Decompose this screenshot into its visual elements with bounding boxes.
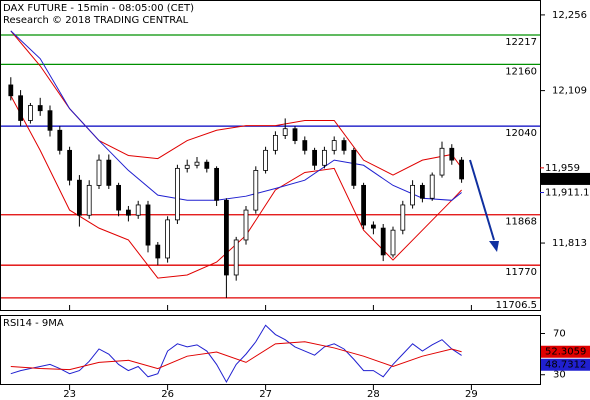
candle-body <box>106 159 112 186</box>
candle-body <box>223 199 229 276</box>
candle-body <box>204 161 210 169</box>
candle-body <box>419 184 425 199</box>
candle-body <box>410 184 416 206</box>
candle-body <box>18 95 24 121</box>
forecast-arrow <box>469 159 495 241</box>
candle-body <box>439 147 445 176</box>
level-label-bg <box>504 36 538 48</box>
last-value-box <box>541 172 590 185</box>
candle-body <box>135 204 141 216</box>
forecast-arrowhead <box>489 241 499 252</box>
y-tick-label: 12,109 <box>552 86 587 97</box>
candle-body <box>233 239 239 276</box>
level-label: 11868 <box>505 217 537 228</box>
candle-body <box>67 149 72 181</box>
rsi-line <box>10 324 462 383</box>
last-value-box <box>541 358 590 371</box>
candle-body <box>8 84 14 97</box>
last-value-label: 11,959 <box>545 163 580 174</box>
level-label-bg <box>504 128 538 140</box>
candle-body <box>253 170 259 211</box>
candle-body <box>27 105 33 121</box>
candle-body <box>400 204 406 231</box>
candle-body <box>145 204 151 246</box>
level-label: 11706.5 <box>496 300 537 311</box>
x-tick-label: 23 <box>63 389 76 400</box>
candle-body <box>272 135 278 151</box>
last-value-label: 11,937.5 <box>545 174 590 185</box>
rsi-frame <box>0 315 541 385</box>
candle-body <box>243 209 249 241</box>
x-tick-label: 29 <box>465 389 478 400</box>
candle-body <box>380 227 386 256</box>
candle-body <box>341 140 347 151</box>
y-tick-label: 12,256 <box>552 10 587 21</box>
candle-body <box>86 184 92 216</box>
candle-body <box>184 164 190 169</box>
candle-body <box>459 159 465 180</box>
candle-body <box>116 184 121 211</box>
candle-body <box>449 147 455 161</box>
chart-title: DAX FUTURE - 15min - 08:05:00 (CET) <box>3 3 194 14</box>
x-tick-label: 28 <box>367 389 380 400</box>
candle-body <box>194 161 200 166</box>
candle-body <box>57 129 63 151</box>
rsi-title: RSI14 - 9MA <box>3 318 64 329</box>
candle-body <box>37 105 43 112</box>
last-value-label: 52.3059 <box>545 347 586 358</box>
y-tick-label: 11,813 <box>552 238 587 249</box>
candle-body <box>292 128 298 141</box>
candle-body <box>331 140 337 151</box>
candle-body <box>174 167 180 221</box>
price-frame <box>0 0 541 311</box>
candle-body <box>390 229 396 256</box>
candle-body <box>302 140 308 151</box>
chart-subtitle: Research © 2018 TRADING CENTRAL <box>3 15 189 26</box>
level-label-bg <box>504 216 538 228</box>
overlay-line <box>10 30 462 201</box>
candle-body <box>361 184 367 226</box>
last-value-label: 11,911.1 <box>545 188 590 199</box>
rsi-line <box>10 341 462 371</box>
candle-body <box>77 179 82 216</box>
last-value-label: 48.7312 <box>545 360 586 371</box>
candle-body <box>126 209 131 216</box>
rsi-y-tick-label: 30 <box>553 370 566 381</box>
candle-body <box>312 149 318 166</box>
candle-body <box>165 219 171 259</box>
candle-body <box>370 224 376 229</box>
level-label: 11770 <box>505 267 537 278</box>
level-label-bg <box>504 66 538 78</box>
level-label: 12160 <box>505 66 537 77</box>
x-tick-label: 26 <box>161 389 174 400</box>
candle-body <box>351 149 357 186</box>
candle-body <box>429 174 435 199</box>
candle-body <box>47 110 53 131</box>
candle-body <box>96 159 102 186</box>
level-label-bg <box>504 267 538 279</box>
candle-body <box>263 149 269 171</box>
candle-body <box>282 128 288 136</box>
candle-body <box>155 244 161 259</box>
candle-body <box>214 167 220 201</box>
level-label: 12040 <box>505 128 537 139</box>
last-value-box <box>541 345 590 358</box>
candle-body <box>321 149 327 166</box>
x-tick-label: 27 <box>259 389 272 400</box>
level-label-bg <box>494 299 538 311</box>
level-label: 12217 <box>505 37 537 48</box>
rsi-y-tick-label: 70 <box>553 329 566 340</box>
